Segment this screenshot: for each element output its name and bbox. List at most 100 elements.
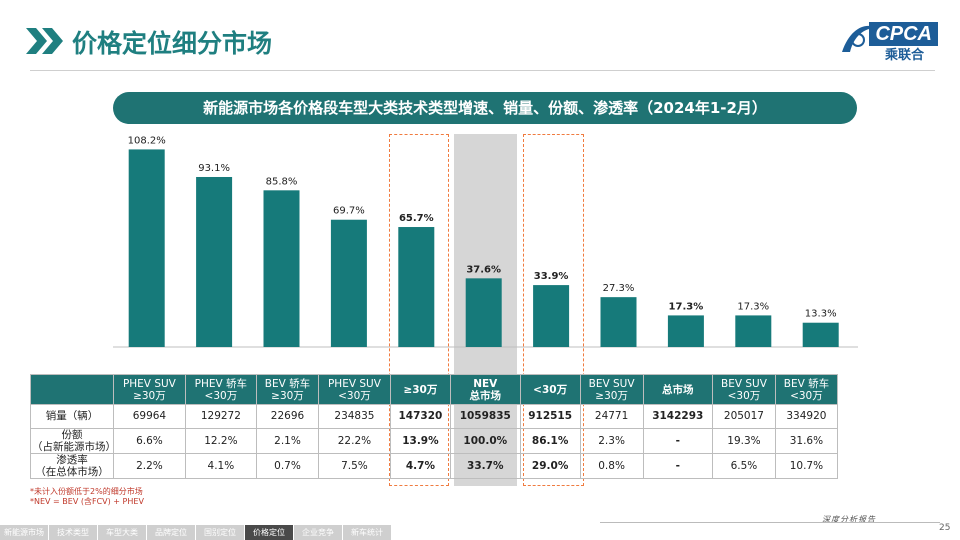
- chevron-icon: [26, 28, 63, 54]
- bar-value-label: 85.8%: [266, 176, 298, 187]
- column-header-line: BEV SUV: [588, 377, 635, 390]
- column-header-line: 总市场: [469, 389, 502, 402]
- table-cell: 0.8%: [579, 452, 644, 479]
- column-header-line: <30万: [727, 389, 761, 402]
- column-header: ≥30万: [389, 374, 452, 405]
- column-header-line: NEV: [473, 377, 498, 390]
- logo-subtitle: 乘联合: [884, 48, 924, 63]
- nav-tab[interactable]: 车型大类: [98, 525, 146, 540]
- header-divider: [30, 70, 935, 71]
- highlight-box-ge30: [389, 134, 449, 486]
- logo-text: CPCA: [869, 22, 938, 46]
- bar: [667, 315, 704, 347]
- bar-value-label: 33.9%: [534, 271, 569, 282]
- nav-tab[interactable]: 新能源市场: [0, 525, 48, 540]
- highlight-box-lt30: [523, 134, 584, 486]
- table-cell: 4.1%: [184, 452, 257, 479]
- nav-tab[interactable]: 技术类型: [49, 525, 97, 540]
- table-cell: 29.0%: [519, 452, 581, 479]
- nav-tab[interactable]: 价格定位: [245, 525, 293, 540]
- data-table: PHEV SUV ≥30万 PHEV 轿车 <30万 BEV 轿车 ≥30万 PHEV SU…: [30, 374, 839, 479]
- nav-tab[interactable]: 新车统计: [343, 525, 391, 540]
- bar: [735, 315, 772, 347]
- table-cell: 13.9%: [389, 427, 452, 454]
- table-cell: 2.1%: [255, 427, 320, 454]
- column-header-line: <30万: [204, 389, 238, 402]
- table-cell: 6.5%: [712, 452, 776, 479]
- table-cell: 10.7%: [774, 452, 839, 479]
- table-cell: 3142293: [642, 404, 714, 429]
- table-cell: 234835: [318, 404, 391, 429]
- table-row: 渗透率 （在总体市场） 2.2% 4.1% 0.7% 7.5% 4.7% 33.7% 29.0%…: [30, 452, 839, 479]
- footer-tag: 深度分析报告: [822, 515, 876, 524]
- column-header: BEV 轿车 <30万: [774, 374, 839, 405]
- table-cell: 24771: [579, 404, 644, 429]
- bar: [600, 297, 637, 347]
- bar: [128, 149, 165, 347]
- row-label: 渗透率 （在总体市场）: [30, 452, 114, 479]
- row-label: 份额 （占新能源市场）: [30, 427, 116, 454]
- row-label-line: （在总体市场）: [35, 465, 109, 478]
- column-header-line: BEV 轿车: [783, 377, 830, 390]
- table-cell: 1059835: [450, 404, 521, 429]
- bar-value-label: 108.2%: [128, 135, 166, 146]
- table-cell: 100.0%: [450, 427, 521, 454]
- row-label: 销量（辆）: [30, 404, 114, 429]
- bar-value-label: 69.7%: [333, 206, 365, 217]
- bar-value-label: 13.3%: [805, 309, 837, 320]
- page-title: 价格定位细分市场: [72, 29, 273, 58]
- nav-tab[interactable]: 企业竞争: [294, 525, 342, 540]
- column-header-line: PHEV SUV: [327, 377, 381, 390]
- table-cell: 19.3%: [712, 427, 776, 454]
- column-header-line: <30万: [338, 389, 371, 402]
- column-header-line: PHEV SUV: [122, 377, 176, 390]
- table-cell: 33.7%: [450, 452, 521, 479]
- nav-tab[interactable]: 品牌定位: [147, 525, 195, 540]
- table-cell: 2.2%: [113, 452, 186, 479]
- bar: [533, 285, 570, 347]
- chart-title: 新能源市场各价格段车型大类技术类型增速、销量、份额、渗透率（2024年1-2月）: [113, 92, 857, 124]
- bar-value-label: 65.7%: [399, 213, 434, 224]
- table-cell: 7.5%: [318, 452, 391, 479]
- table-cell: 22696: [255, 404, 320, 429]
- bar: [263, 190, 300, 347]
- table-cell: 205017: [712, 404, 776, 429]
- column-header-line: ≥30万: [403, 383, 438, 396]
- column-header: PHEV SUV <30万: [318, 374, 391, 405]
- column-header: BEV 轿车 ≥30万: [255, 374, 320, 405]
- column-header-line: <30万: [790, 389, 823, 402]
- table-corner-cell: [30, 374, 114, 405]
- column-header: <30万: [519, 374, 581, 405]
- column-header: BEV SUV <30万: [712, 374, 776, 405]
- bar-value-label: 37.6%: [466, 264, 501, 275]
- table-cell: 2.3%: [579, 427, 644, 454]
- column-header: BEV SUV ≥30万: [579, 374, 644, 405]
- footnote-1: *未计入份额低于2%的细分市场: [30, 487, 143, 496]
- row-label-line: 份额: [61, 428, 83, 441]
- column-header: PHEV SUV ≥30万: [113, 374, 186, 405]
- column-header-line: 总市场: [662, 383, 694, 396]
- bar-value-label: 93.1%: [198, 163, 230, 174]
- table-cell: 912515: [519, 404, 581, 429]
- table-cell: -: [642, 452, 714, 479]
- bar: [802, 322, 839, 347]
- column-header-line: PHEV 轿车: [194, 377, 248, 390]
- bar-value-label: 27.3%: [603, 283, 635, 294]
- column-header-line: ≥30万: [133, 389, 166, 402]
- footer-divider: [600, 522, 940, 523]
- nav-tab[interactable]: 国别定位: [196, 525, 244, 540]
- table-row: 销量（辆） 69964 129272 22696 234835 147320 1059835…: [30, 404, 839, 429]
- table-cell: 12.2%: [184, 427, 257, 454]
- column-header-line: BEV 轿车: [264, 377, 311, 390]
- table-row: 份额 （占新能源市场） 6.6% 12.2% 2.1% 22.2% 13.9% 100.0% 8…: [30, 427, 839, 454]
- table-header-row: PHEV SUV ≥30万 PHEV 轿车 <30万 BEV 轿车 ≥30万 PHEV SU…: [30, 374, 839, 405]
- column-header-line: ≥30万: [595, 389, 628, 402]
- section-nav: 新能源市场 技术类型 车型大类 品牌定位 国别定位 价格定位 企业竞争 新车统计: [0, 525, 392, 540]
- column-header: 总市场: [642, 374, 714, 405]
- logo-swirl-icon: [842, 25, 876, 52]
- column-header-line: ≥30万: [271, 389, 304, 402]
- table-cell: 86.1%: [519, 427, 581, 454]
- table-cell: 22.2%: [318, 427, 391, 454]
- column-header-line: BEV SUV: [720, 377, 767, 390]
